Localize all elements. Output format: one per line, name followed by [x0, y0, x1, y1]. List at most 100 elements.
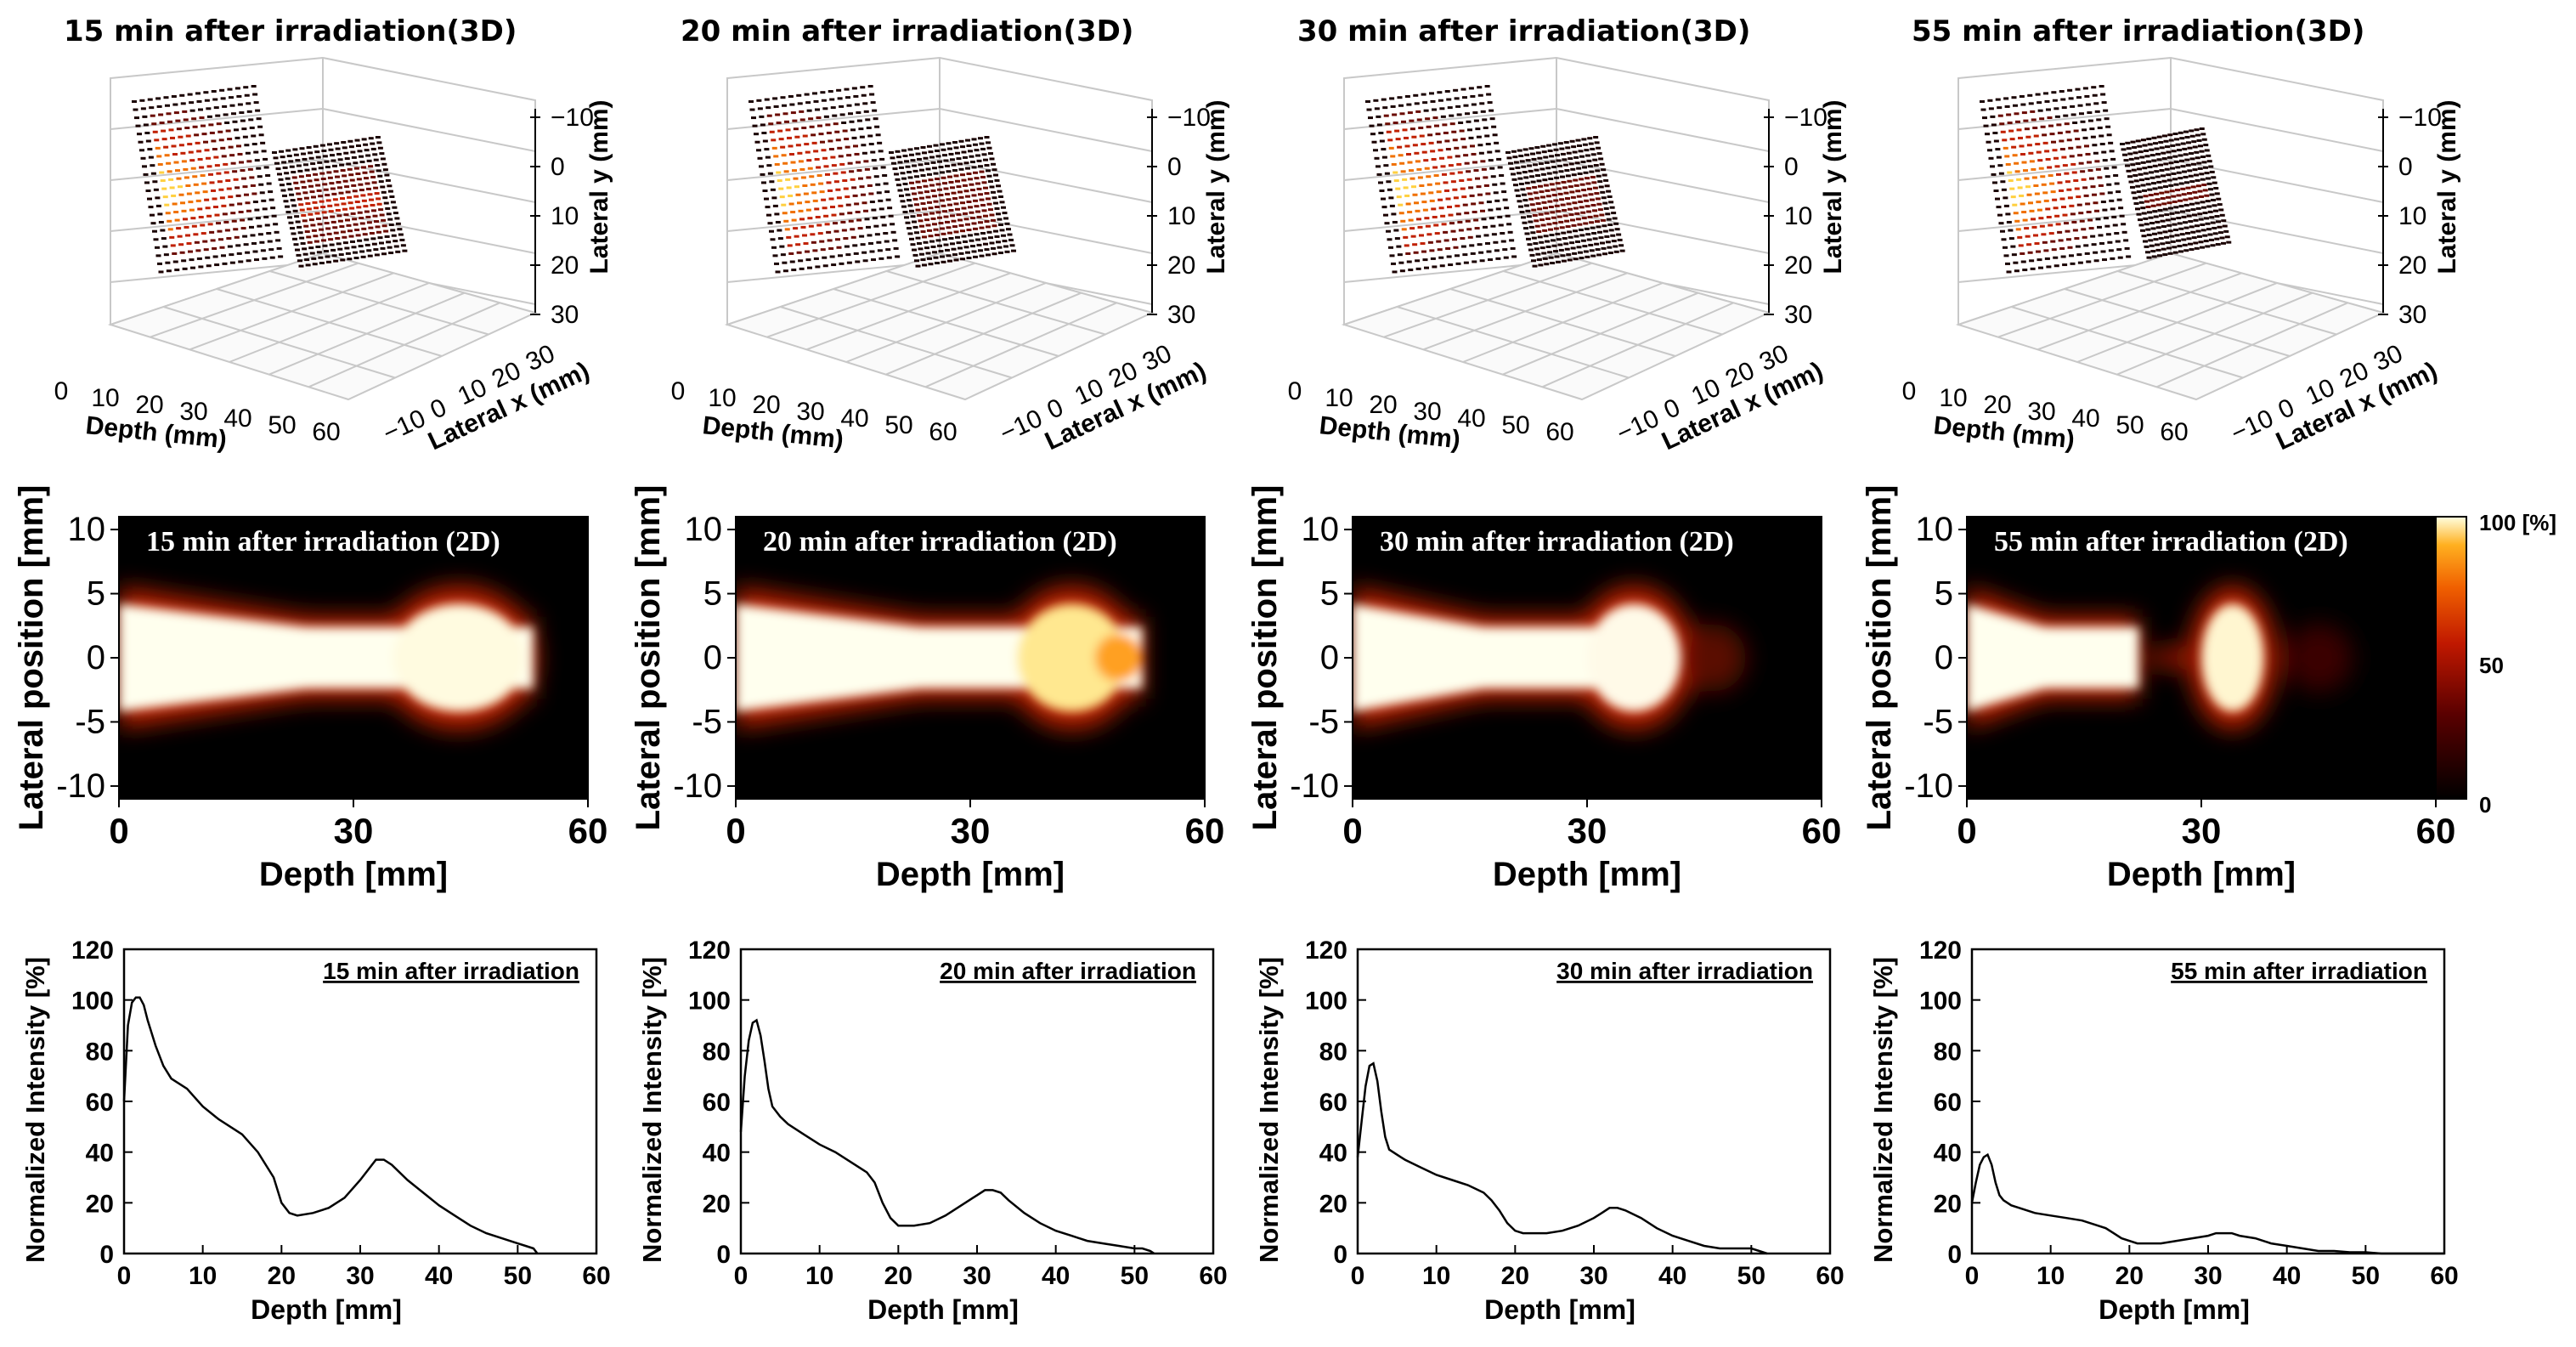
data-point-3d	[1577, 195, 1582, 198]
data-point-3d	[2187, 215, 2192, 218]
data-point-3d	[927, 258, 932, 260]
data-point-3d	[216, 222, 221, 224]
data-point-3d	[1994, 140, 1999, 143]
data-point-3d	[1520, 188, 1525, 190]
data-point-3d	[2166, 224, 2172, 227]
data-point-3d	[332, 254, 337, 257]
data-point-3d	[2157, 158, 2162, 161]
y-tick-label: 40	[1319, 1140, 1347, 1168]
data-point-3d	[2094, 259, 2099, 262]
data-point-3d	[1461, 88, 1466, 91]
data-point-3d	[2025, 235, 2031, 238]
data-point-3d	[1434, 125, 1439, 127]
data-point-3d	[272, 215, 277, 218]
data-point-3d	[774, 212, 779, 215]
data-point-3d	[876, 241, 881, 244]
colorbar-tick-label: 100 [%]	[2479, 510, 2556, 535]
data-point-3d	[890, 156, 895, 159]
data-point-3d	[1462, 96, 1467, 99]
data-point-3d	[2059, 190, 2064, 192]
data-point-3d	[2180, 233, 2185, 235]
data-point-3d	[822, 149, 827, 151]
data-point-3d	[1530, 153, 1535, 156]
y-axis-label: Normalized Intensity [%]	[1254, 957, 1284, 1263]
data-point-3d	[367, 160, 372, 162]
data-point-3d	[1444, 239, 1449, 241]
data-point-3d	[2194, 174, 2199, 177]
colorbar-tick-label: 0	[2479, 792, 2491, 818]
data-point-3d	[1398, 96, 1403, 99]
data-point-3d	[825, 173, 830, 176]
data-point-3d	[936, 183, 941, 185]
data-point-3d	[1598, 208, 1603, 211]
plot-frame	[1972, 949, 2444, 1254]
data-point-3d	[340, 197, 345, 200]
data-point-3d	[262, 258, 267, 260]
data-point-3d	[917, 158, 922, 161]
data-point-3d	[189, 151, 194, 154]
data-point-3d	[939, 194, 944, 196]
data-point-3d	[341, 230, 346, 233]
title-1d: 15 min after irradiation	[323, 958, 579, 984]
data-point-3d	[1515, 167, 1520, 169]
data-point-3d	[761, 181, 766, 184]
data-point-3d	[1437, 190, 1442, 193]
data-point-3d	[224, 171, 229, 173]
data-point-3d	[1390, 155, 1395, 157]
x-tick-label: 50	[1121, 1262, 1149, 1290]
data-point-3d	[251, 192, 257, 195]
data-point-3d	[960, 229, 965, 232]
data-point-3d	[1533, 242, 1538, 245]
data-point-3d	[204, 199, 209, 201]
data-point-3d	[772, 147, 777, 150]
data-point-3d	[251, 234, 256, 236]
data-point-3d	[914, 231, 919, 234]
data-point-3d	[799, 168, 805, 171]
data-point-3d	[1579, 206, 1585, 208]
data-point-3d	[2116, 241, 2121, 243]
data-point-3d	[2156, 181, 2161, 184]
data-point-3d	[908, 232, 913, 235]
data-point-3d	[2093, 152, 2099, 155]
data-point-3d	[351, 212, 356, 215]
data-point-3d	[978, 193, 983, 195]
data-point-3d	[1585, 256, 1590, 258]
data-point-3d	[188, 251, 193, 253]
data-point-3d	[799, 268, 805, 270]
data-point-3d	[992, 168, 997, 171]
data-point-3d	[371, 209, 376, 212]
data-point-3d	[1440, 215, 1445, 218]
data-point-3d	[1480, 210, 1485, 212]
data-point-3d	[2203, 167, 2208, 169]
data-point-3d	[154, 189, 159, 191]
data-point-3d	[972, 194, 977, 196]
data-point-3d	[1431, 207, 1436, 210]
data-point-3d	[828, 190, 833, 192]
data-point-3d	[1984, 125, 1989, 127]
data-point-3d	[1415, 160, 1421, 162]
data-point-3d	[1494, 191, 1499, 194]
data-point-3d	[253, 201, 258, 203]
data-point-3d	[188, 93, 193, 96]
data-point-3d	[1568, 258, 1573, 261]
data-point-3d	[1553, 171, 1558, 173]
data-point-3d	[1581, 240, 1586, 242]
data-point-3d	[2087, 211, 2092, 213]
data-point-3d	[1441, 165, 1446, 167]
data-point-3d	[778, 188, 783, 190]
data-point-3d	[1574, 212, 1579, 215]
data-point-3d	[761, 132, 766, 134]
data-point-3d	[213, 256, 218, 258]
data-point-3d	[2165, 168, 2170, 171]
data-point-3d	[941, 177, 946, 179]
data-point-3d	[2166, 246, 2172, 249]
data-point-3d	[1403, 128, 1408, 131]
data-point-3d	[320, 206, 325, 208]
data-point-3d	[2047, 216, 2052, 218]
data-point-3d	[325, 194, 330, 196]
data-point-3d	[1455, 205, 1460, 207]
data-point-3d	[1613, 245, 1618, 247]
data-point-3d	[2166, 196, 2171, 199]
data-point-3d	[1367, 109, 1372, 111]
data-point-3d	[1597, 231, 1602, 234]
